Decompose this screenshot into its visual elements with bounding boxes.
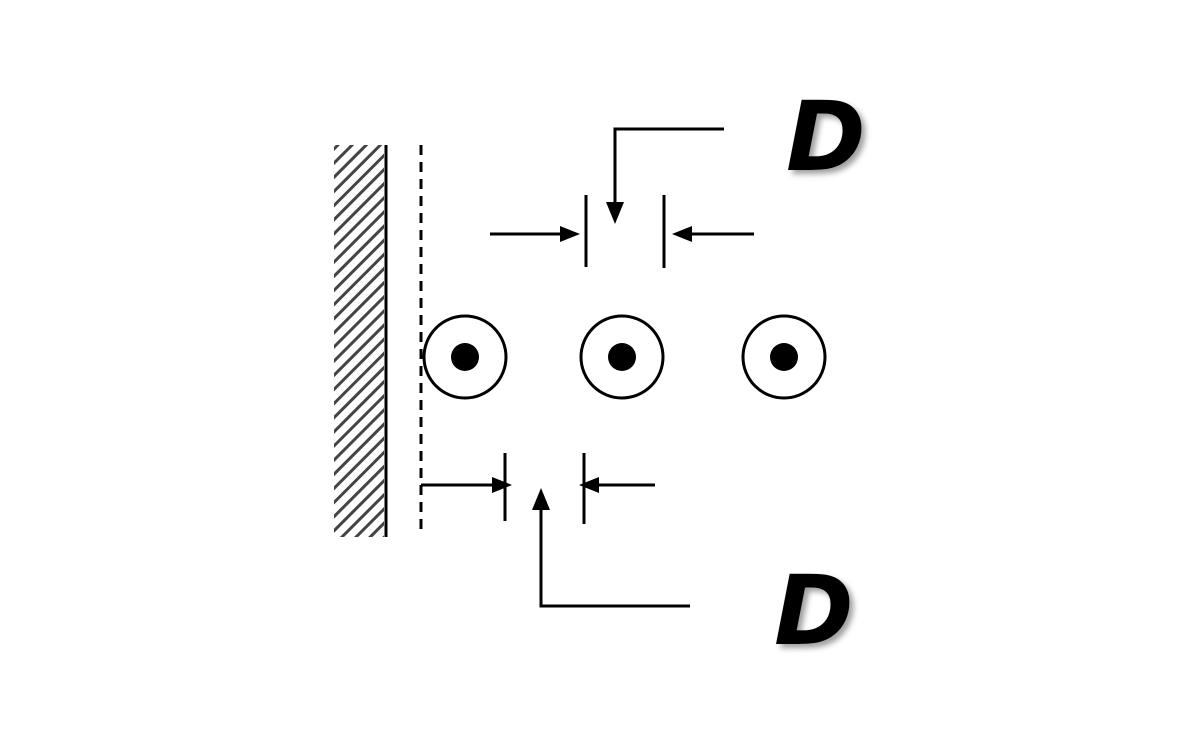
bottom-leader-line xyxy=(532,488,690,608)
conductor-core-dot xyxy=(451,343,479,371)
bottom-dimension: D xyxy=(421,453,854,667)
bottom-arrow-left xyxy=(421,477,512,493)
ground-wall xyxy=(334,145,388,537)
conductor-core-dot xyxy=(770,343,798,371)
top-leader-line xyxy=(606,127,724,224)
top-dimension-label: D xyxy=(786,81,866,193)
top-arrow-right xyxy=(672,226,754,242)
conductor-core-dot xyxy=(608,343,636,371)
bottom-dimension-label: D xyxy=(774,555,854,667)
top-arrow-left xyxy=(490,226,580,242)
conductor xyxy=(579,314,665,400)
top-dimension: D xyxy=(490,81,866,268)
wall-hatching xyxy=(334,145,384,537)
conductor xyxy=(741,314,827,400)
bottom-arrow-right xyxy=(579,477,655,493)
conductor xyxy=(422,314,508,400)
